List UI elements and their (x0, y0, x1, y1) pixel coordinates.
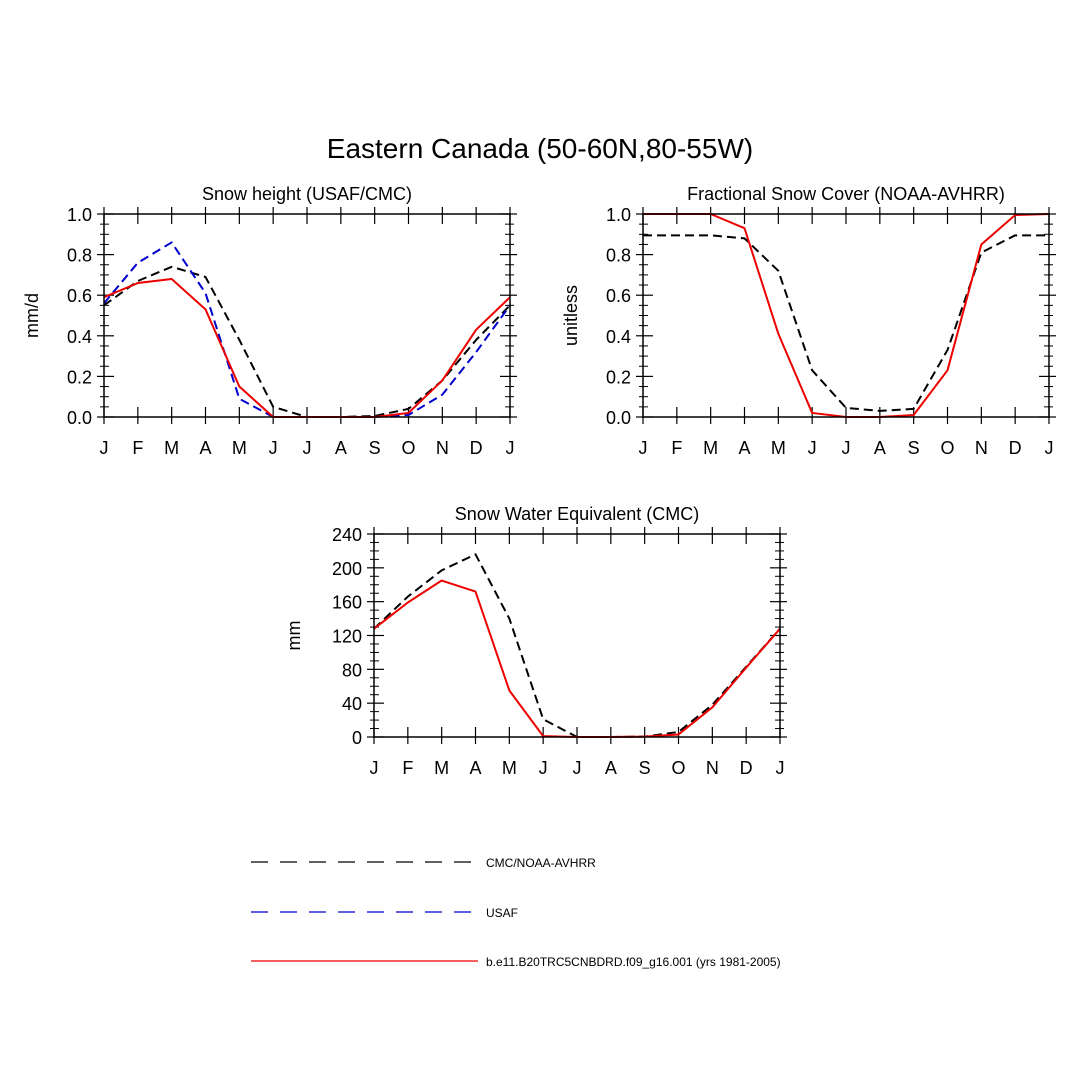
x-tick-label: A (738, 438, 750, 458)
y-tick-label: 0.8 (67, 246, 92, 266)
y-tick-label: 80 (342, 660, 362, 680)
x-tick-label: J (303, 438, 312, 458)
x-tick-label: M (771, 438, 786, 458)
x-tick-label: A (874, 438, 886, 458)
x-tick-label: J (269, 438, 278, 458)
x-tick-label: D (1009, 438, 1022, 458)
y-axis-label: unitless (561, 285, 581, 346)
y-tick-label: 0.0 (606, 408, 631, 428)
x-tick-label: M (703, 438, 718, 458)
y-tick-label: 160 (332, 593, 362, 613)
series-line-model (373, 579, 781, 738)
y-tick-label: 0.2 (67, 367, 92, 387)
series-line-cmc (103, 265, 511, 418)
y-tick-label: 240 (332, 525, 362, 545)
page-title: Eastern Canada (50-60N,80-55W) (327, 133, 753, 164)
panel-snow-height: Snow height (USAF/CMC)mm/dJ F M A M J J A S O N D J0… (22, 184, 517, 458)
x-tick-label: N (975, 438, 988, 458)
x-tick-label: J (808, 438, 817, 458)
plot-frame (373, 533, 781, 738)
legend-label: USAF (486, 906, 518, 920)
x-tick-label: J (639, 438, 648, 458)
series-line-model (103, 277, 511, 418)
x-tick-label: S (639, 758, 651, 778)
x-tick-label: A (199, 438, 211, 458)
series-line-cmc (643, 234, 1049, 412)
panel-snow-water-equivalent: Snow Water Equivalent (CMC)mmJ F M A M J J A S O N… (284, 504, 787, 778)
x-tick-label: S (908, 438, 920, 458)
x-tick-label: O (671, 758, 685, 778)
y-tick-label: 0 (352, 728, 362, 748)
y-tick-label: 120 (332, 627, 362, 647)
x-tick-label: D (740, 758, 753, 778)
y-tick-label: 40 (342, 694, 362, 714)
x-tick-label: A (605, 758, 617, 778)
x-tick-label: N (706, 758, 719, 778)
x-tick-label: A (469, 758, 481, 778)
x-tick-label: J (370, 758, 379, 778)
x-tick-label: O (401, 438, 415, 458)
y-tick-label: 0.4 (606, 327, 631, 347)
x-tick-label: O (940, 438, 954, 458)
legend-label: b.e11.B20TRC5CNBDRD.f09_g16.001 (yrs 198… (486, 955, 781, 969)
legend-label: CMC/NOAA-AVHRR (486, 856, 596, 870)
plot-frame (642, 213, 1050, 418)
x-tick-label: J (573, 758, 582, 778)
y-tick-label: 200 (332, 559, 362, 579)
y-tick-label: 1.0 (606, 205, 631, 225)
y-tick-label: 0.2 (606, 367, 631, 387)
x-tick-label: J (100, 438, 109, 458)
subplot-title: Snow Water Equivalent (CMC) (455, 504, 699, 524)
y-tick-label: 0.6 (67, 286, 92, 306)
x-tick-label: A (335, 438, 347, 458)
x-tick-label: J (776, 758, 785, 778)
x-tick-label: J (539, 758, 548, 778)
x-tick-label: J (506, 438, 515, 458)
x-tick-label: M (164, 438, 179, 458)
y-tick-label: 1.0 (67, 205, 92, 225)
x-tick-label: F (671, 438, 682, 458)
subplot-title: Snow height (USAF/CMC) (202, 184, 412, 204)
x-tick-label: D (470, 438, 483, 458)
y-tick-label: 0.6 (606, 286, 631, 306)
y-axis-label: mm/d (22, 293, 42, 338)
x-tick-label: M (434, 758, 449, 778)
x-tick-label: F (132, 438, 143, 458)
plot-frame (103, 213, 511, 418)
panel-fractional-snow-cover: Fractional Snow Cover (NOAA-AVHRR) unitle… (561, 184, 1056, 458)
legend: CMC/NOAA-AVHRR USAF b.e11.B20TRC5CNBDRD.f0… (251, 856, 781, 969)
series-line-model (643, 213, 1050, 418)
x-tick-label: J (842, 438, 851, 458)
x-tick-label: M (232, 438, 247, 458)
series-line-cmc (373, 553, 781, 738)
x-tick-label: F (402, 758, 413, 778)
x-tick-label: S (369, 438, 381, 458)
x-tick-label: J (1045, 438, 1054, 458)
y-tick-label: 0.8 (606, 246, 631, 266)
y-tick-label: 0.4 (67, 327, 92, 347)
y-axis-label: mm (284, 621, 304, 651)
x-tick-label: M (502, 758, 517, 778)
y-tick-label: 0.0 (67, 408, 92, 428)
x-tick-label: N (436, 438, 449, 458)
subplot-title: Fractional Snow Cover (NOAA-AVHRR) (687, 184, 1005, 204)
